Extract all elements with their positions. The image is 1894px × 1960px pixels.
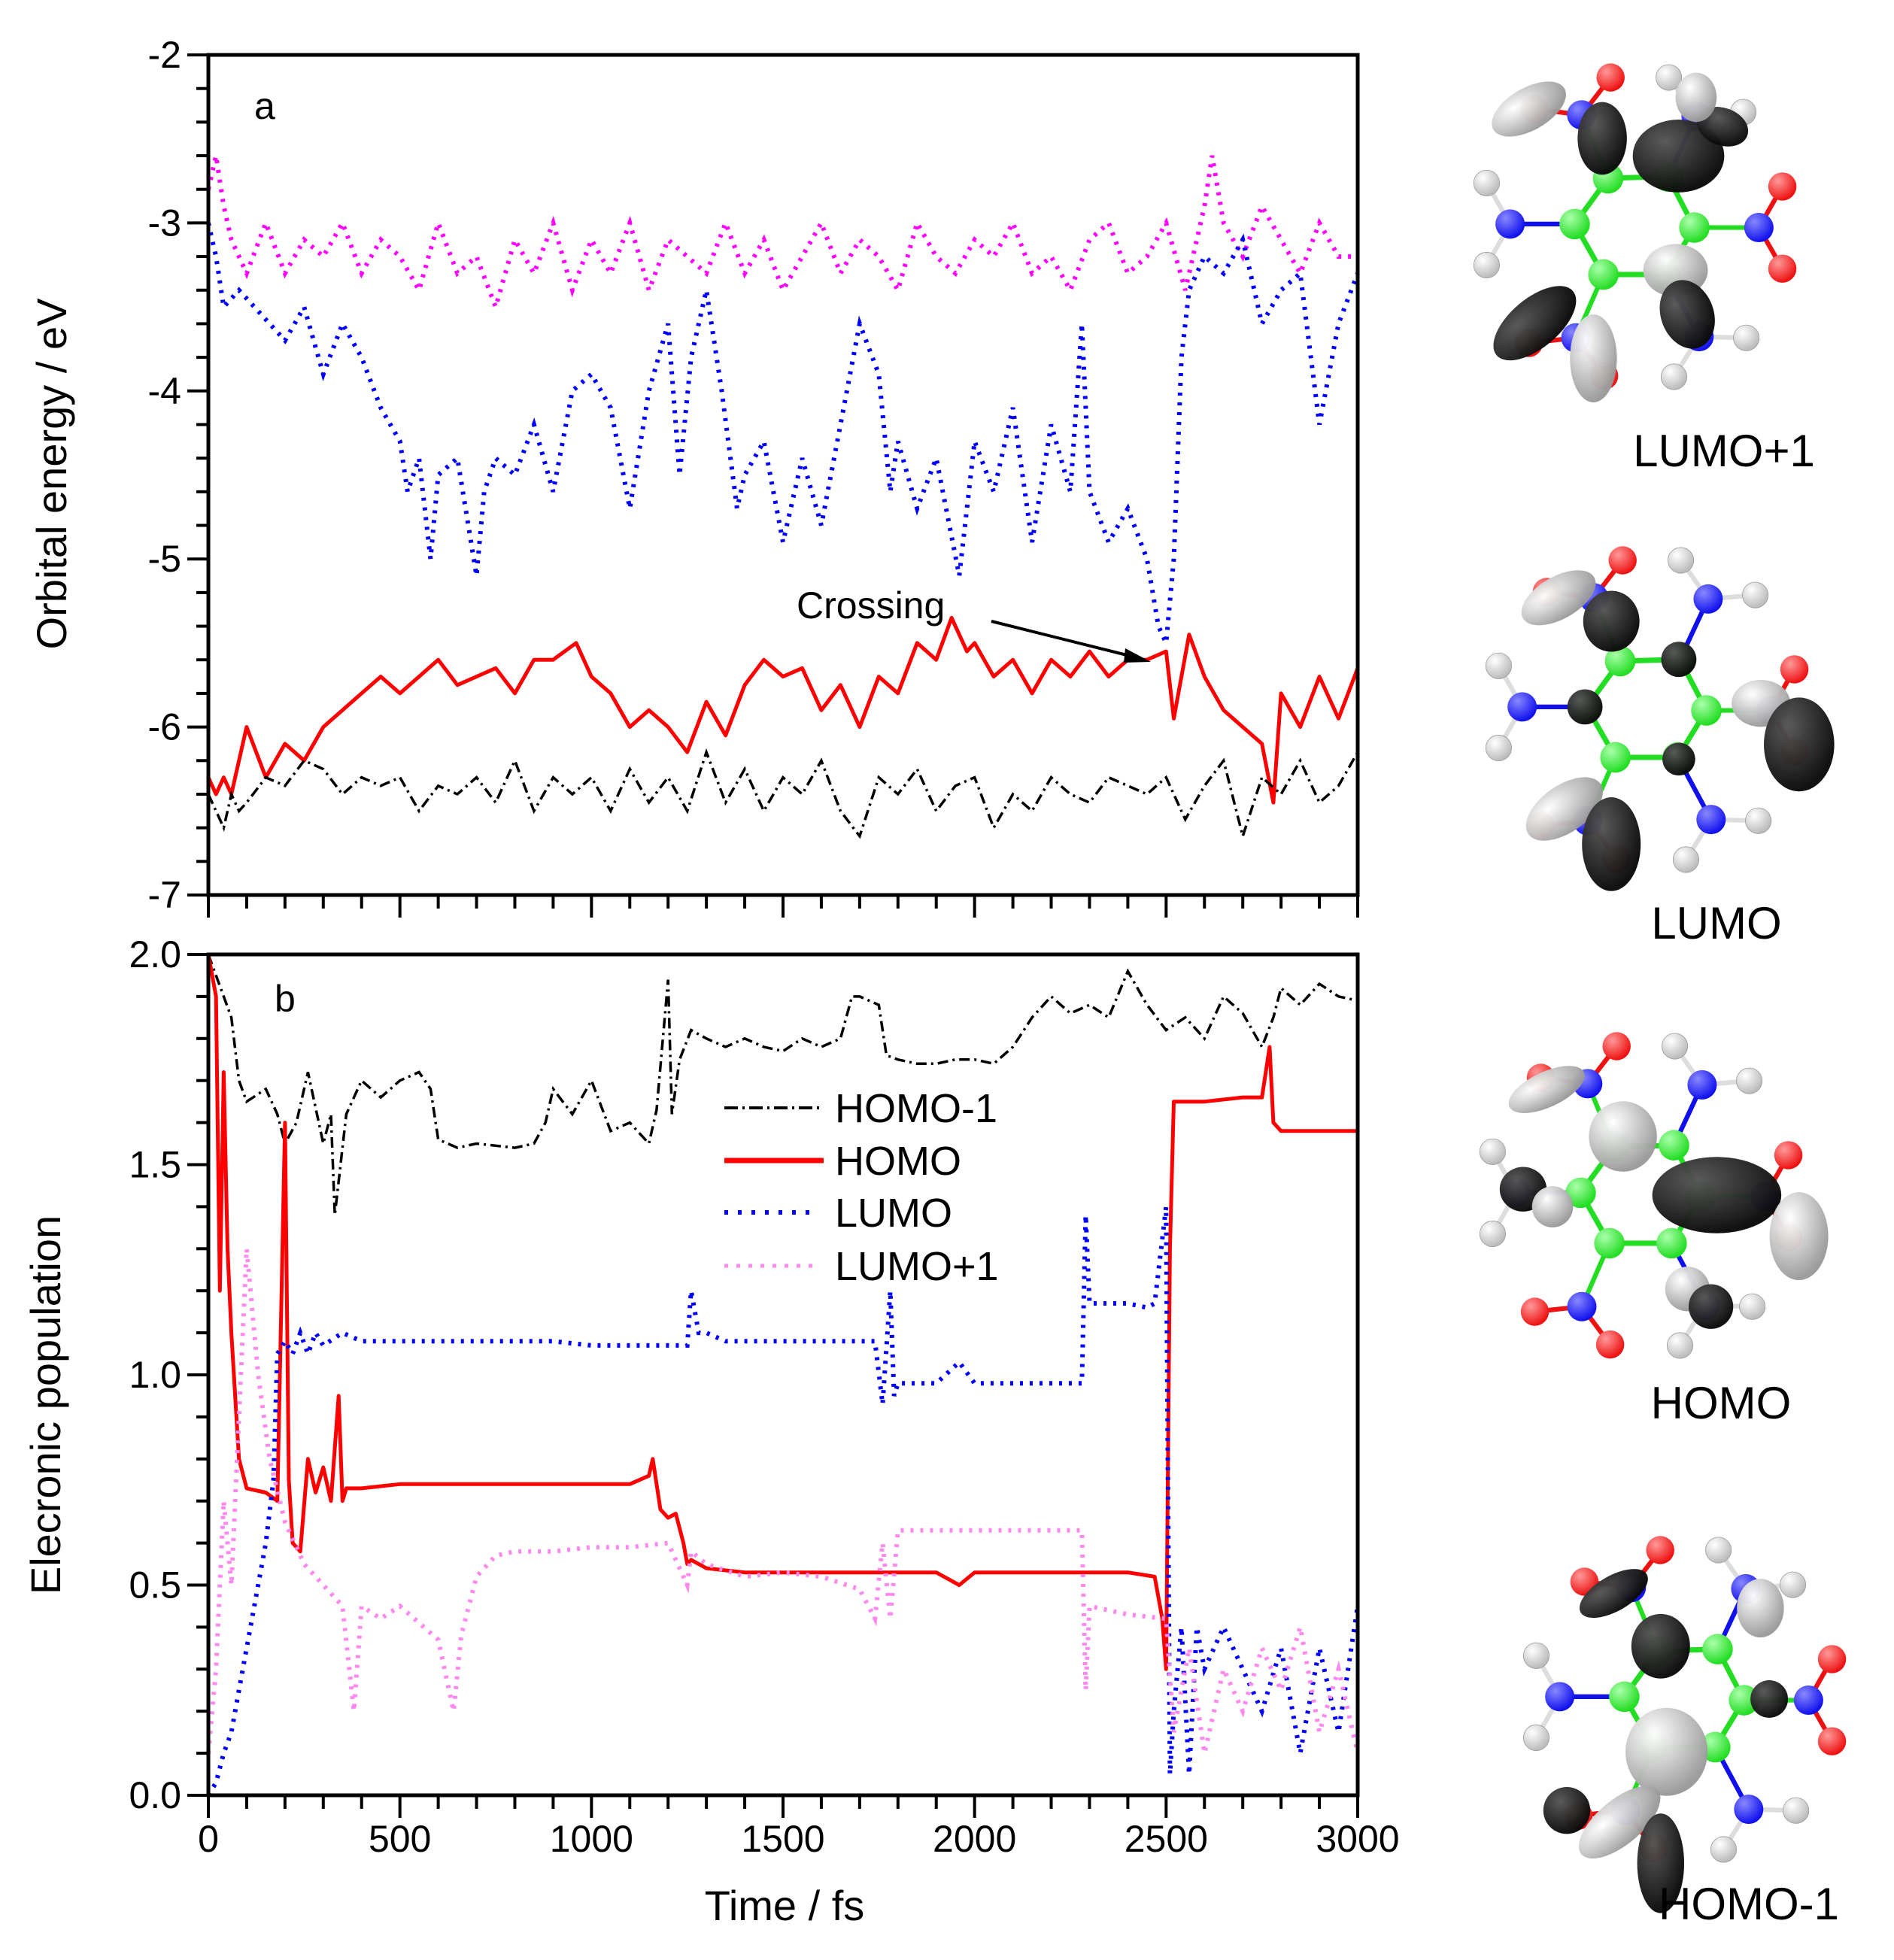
panel-b-electronic-population: 0.00.51.01.52.00 500 1000 1500 2000 2500 3000 …	[22, 933, 1400, 1929]
orbital-lobe-negative	[1637, 1813, 1684, 1913]
orbital-lobe-positive	[1570, 314, 1617, 402]
orbital-lobe-negative	[1582, 797, 1641, 891]
panel-b-axes: 0.0 0.5 1.0 1.5 2.0 0 500 1000 1500 2000 2500 3000	[129, 933, 1399, 1860]
orbital-lobe-positive	[1578, 1786, 1661, 1859]
orbital-label-lumo-plus-1: LUMO+1	[1633, 426, 1815, 476]
legend-label-homo: HOMO	[835, 1139, 961, 1184]
orbital-lobe-positive	[1508, 1066, 1585, 1113]
orbital-lobe-negative	[1764, 697, 1835, 792]
orbital-lobe-negative	[1493, 286, 1577, 361]
panel-a-axes: -2 -3 -4 -5 -6 -7	[148, 34, 1359, 918]
crossing-arrow-line	[991, 620, 1137, 659]
panel-b-series	[206, 954, 1360, 1797]
orbital-lobe-positive	[1525, 777, 1603, 841]
y-tick-label: -2	[148, 34, 181, 76]
crossing-annotation: Crossing	[797, 584, 1151, 663]
legend-item-homo-1: HOMO-1	[724, 1086, 997, 1131]
legend-item-lumo-plus-1: LUMO+1	[724, 1244, 999, 1289]
series-homo	[206, 954, 1358, 1671]
orbital-lobe-positive	[1675, 72, 1717, 123]
series-lumo-plus-1	[206, 1249, 1360, 1754]
orbital-lobe-positive	[1492, 81, 1566, 137]
orbital-lobe-negative	[1688, 1284, 1734, 1329]
orbital-lobe-negative	[1661, 642, 1697, 678]
orbital-lobe-negative	[1577, 102, 1627, 175]
panel-a-orbital-energy: -2 -3 -4 -5 -6 -7 a Orbital energy / eV Cross…	[28, 34, 1360, 918]
x-tick-label: 1500	[741, 1818, 824, 1860]
x-tick-label: 3000	[1316, 1818, 1399, 1860]
orbital-lobe-positive	[1521, 570, 1596, 626]
orbital-lobe-negative	[1659, 280, 1715, 349]
y-tick-label: 0.0	[129, 1774, 181, 1816]
legend-item-homo: HOMO	[724, 1139, 961, 1184]
y-tick-label: -4	[148, 370, 181, 412]
x-tick-label: 2500	[1125, 1818, 1208, 1860]
panel-a-frame	[206, 53, 1360, 897]
legend-label-homo-1: HOMO-1	[835, 1086, 997, 1131]
crossing-arrow-head-icon	[1124, 648, 1151, 663]
orbital-lobe-negative	[1632, 120, 1725, 193]
legend: HOMO-1 HOMO LUMO LUMO+1	[724, 1086, 999, 1289]
molecule-lumo	[1485, 546, 1835, 891]
y-tick-label: 1.0	[129, 1354, 181, 1396]
x-axis-title: Time / fs	[705, 1882, 865, 1929]
y-tick-label: 2.0	[129, 933, 181, 975]
molecule-lumo-plus-1	[1473, 63, 1797, 402]
panel-b-letter: b	[275, 978, 296, 1020]
orbital-lobe-negative	[1567, 689, 1603, 725]
orbital-lobe-positive	[1737, 1579, 1784, 1638]
panel-b-y-axis-title: Elecronic population	[22, 1215, 69, 1594]
orbital-lobe-positive	[1625, 1707, 1708, 1796]
y-tick-label: 0.5	[129, 1564, 181, 1607]
x-tick-label: 1000	[550, 1818, 633, 1860]
legend-label-lumo-plus-1: LUMO+1	[835, 1244, 999, 1289]
series-homo-1	[207, 748, 1359, 842]
y-tick-label: -3	[148, 202, 181, 244]
orbital-lobe-negative	[1750, 1680, 1789, 1718]
y-tick-label: -6	[148, 706, 181, 748]
series-lumo-plus-1	[206, 155, 1358, 314]
molecule-homo	[1479, 1032, 1829, 1359]
orbital-lobe-negative	[1583, 590, 1640, 652]
legend-item-lumo: LUMO	[724, 1191, 952, 1236]
orbital-lobe-positive	[1531, 1186, 1574, 1227]
orbital-lobe-negative	[1631, 1613, 1690, 1679]
x-tick-label: 2000	[933, 1818, 1016, 1860]
orbital-label-homo-1: HOMO-1	[1659, 1879, 1839, 1929]
orbital-lobe-positive	[1589, 1101, 1657, 1172]
panel-a-letter: a	[254, 85, 275, 127]
series-homo-1	[207, 954, 1358, 1215]
panel-a-series	[206, 155, 1360, 842]
series-lumo	[206, 222, 1360, 652]
orbital-lobe-negative	[1652, 1157, 1782, 1233]
y-tick-label: 1.5	[129, 1144, 181, 1186]
x-tick-label: 500	[369, 1818, 431, 1860]
panel-b-frame	[206, 952, 1360, 1798]
orbital-lobe-negative	[1543, 1787, 1591, 1834]
series-homo	[206, 615, 1360, 805]
molecule-homo-1	[1522, 1536, 1847, 1913]
crossing-label: Crossing	[797, 584, 945, 627]
orbital-lobe-negative	[1696, 107, 1749, 147]
y-tick-label: -7	[148, 874, 181, 916]
molecular-orbital-panels: LUMO+1 LUMO HOMO HOMO-1	[1473, 63, 1847, 1929]
orbital-label-homo: HOMO	[1651, 1378, 1792, 1428]
legend-label-lumo: LUMO	[835, 1191, 952, 1236]
orbital-label-lumo: LUMO	[1651, 898, 1781, 948]
series-lumo	[206, 1206, 1360, 1797]
orbital-lobe-negative	[1662, 742, 1695, 776]
orbital-lobe-negative	[1579, 1569, 1648, 1619]
y-tick-label: -5	[148, 538, 181, 580]
orbital-lobe-positive	[1769, 1192, 1829, 1281]
panel-a-y-axis-title: Orbital energy / eV	[28, 298, 75, 650]
x-tick-label: 0	[198, 1818, 219, 1860]
